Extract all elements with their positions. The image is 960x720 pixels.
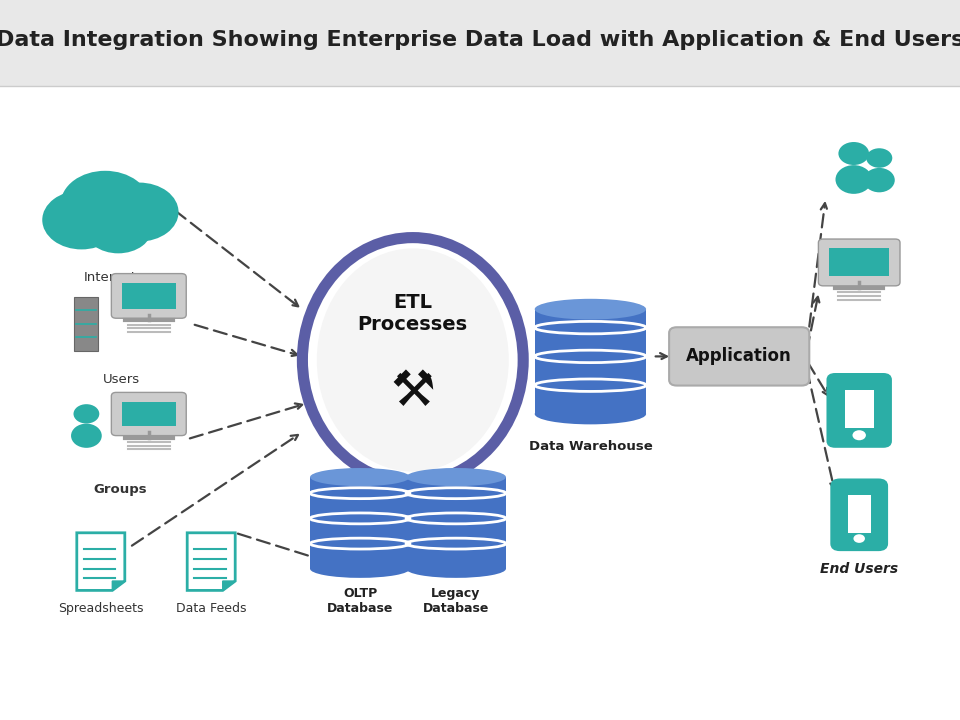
FancyBboxPatch shape xyxy=(122,402,176,426)
FancyBboxPatch shape xyxy=(111,392,186,436)
Text: End Users: End Users xyxy=(820,562,899,576)
Text: Spreadsheets: Spreadsheets xyxy=(58,602,144,615)
Text: Data Integration Showing Enterprise Data Load with Application & End Users: Data Integration Showing Enterprise Data… xyxy=(0,30,960,50)
Ellipse shape xyxy=(317,248,509,472)
FancyBboxPatch shape xyxy=(0,86,960,720)
Text: Groups: Groups xyxy=(93,483,147,496)
Text: Application: Application xyxy=(686,347,792,365)
Ellipse shape xyxy=(535,299,646,320)
FancyBboxPatch shape xyxy=(75,297,99,351)
Text: Data Feeds: Data Feeds xyxy=(176,602,247,615)
Polygon shape xyxy=(535,309,646,414)
Circle shape xyxy=(100,183,179,241)
Ellipse shape xyxy=(406,468,506,486)
Ellipse shape xyxy=(71,423,102,448)
Ellipse shape xyxy=(310,468,410,486)
Text: OLTP
Database: OLTP Database xyxy=(326,588,394,615)
Text: Internet: Internet xyxy=(84,271,137,284)
Circle shape xyxy=(853,534,865,543)
Text: Users: Users xyxy=(104,373,140,386)
FancyBboxPatch shape xyxy=(111,274,186,318)
Ellipse shape xyxy=(406,559,506,578)
Circle shape xyxy=(852,430,866,441)
Ellipse shape xyxy=(302,238,523,482)
FancyBboxPatch shape xyxy=(845,390,874,428)
Text: Data Warehouse: Data Warehouse xyxy=(529,440,652,453)
FancyBboxPatch shape xyxy=(669,327,809,386)
Polygon shape xyxy=(223,581,235,590)
Polygon shape xyxy=(187,533,235,590)
FancyBboxPatch shape xyxy=(848,495,871,533)
FancyBboxPatch shape xyxy=(829,248,889,276)
Polygon shape xyxy=(406,477,506,569)
Text: Legacy
Database: Legacy Database xyxy=(422,588,490,615)
Text: ⚒: ⚒ xyxy=(391,369,435,416)
Circle shape xyxy=(838,142,869,165)
FancyBboxPatch shape xyxy=(831,480,887,550)
Ellipse shape xyxy=(835,165,872,194)
FancyBboxPatch shape xyxy=(828,374,891,446)
FancyBboxPatch shape xyxy=(122,283,176,309)
FancyBboxPatch shape xyxy=(0,0,960,86)
FancyBboxPatch shape xyxy=(818,239,900,286)
Circle shape xyxy=(60,171,150,238)
Circle shape xyxy=(84,202,153,253)
Ellipse shape xyxy=(310,559,410,578)
Circle shape xyxy=(866,148,892,168)
Circle shape xyxy=(74,404,99,423)
Text: ETL
Processes: ETL Processes xyxy=(358,293,468,333)
Polygon shape xyxy=(310,477,410,569)
Polygon shape xyxy=(77,533,125,590)
Ellipse shape xyxy=(864,168,895,192)
Ellipse shape xyxy=(535,404,646,424)
Polygon shape xyxy=(112,581,125,590)
Circle shape xyxy=(42,191,121,249)
